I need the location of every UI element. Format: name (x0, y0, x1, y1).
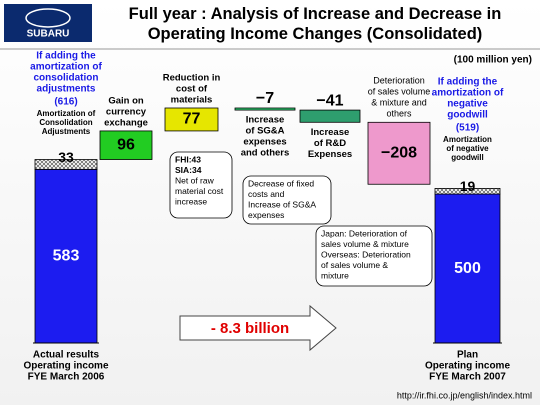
step-label: of R&D (314, 138, 346, 149)
step-label: Expenses (308, 149, 352, 160)
adjustment-bar (34, 159, 98, 170)
note: adjustments (37, 84, 96, 95)
bar-value: 96 (117, 136, 135, 153)
bar-value: −41 (316, 92, 343, 109)
adjustment-label: Adjustments (42, 127, 91, 136)
step-label: Increase (246, 115, 285, 126)
step-label: exchange (104, 117, 148, 128)
step-label: currency (106, 106, 147, 117)
step-label: expenses (243, 137, 286, 148)
bar (367, 121, 431, 185)
bar-value: 500 (454, 260, 481, 277)
bar (299, 109, 361, 123)
bar (434, 193, 501, 344)
callout-text: material cost (175, 186, 224, 196)
note: If adding the (438, 77, 498, 88)
step-label: Gain on (108, 95, 144, 106)
logo-text: SUBARU (27, 29, 70, 40)
callout-text: Decrease of fixed (248, 178, 314, 188)
adjustment-label: Amortization of (37, 109, 96, 118)
adjustment-value: 19 (460, 178, 476, 194)
note: consolidation (34, 73, 99, 84)
bar-value: −7 (256, 90, 274, 107)
callout-text: FHI:43 (175, 154, 201, 164)
callout-text: SIA:34 (175, 165, 202, 175)
logo-emblem (25, 8, 71, 28)
callout-text: expenses (248, 210, 284, 220)
step-label: of SG&A (245, 126, 284, 137)
adjustment-label: goodwill (451, 153, 483, 162)
note: negative (447, 99, 488, 110)
chart-title: Full year : Analysis of Increase and Dec… (128, 5, 502, 43)
step-label: of sales volume (368, 87, 431, 97)
bar-value: −208 (381, 144, 417, 161)
step-label: materials (171, 95, 213, 106)
step-label: cost of (176, 84, 208, 95)
adjustment-label: of negative (446, 144, 489, 153)
category-label: FYE March 2007 (429, 372, 506, 383)
callout-text: Japan: Deterioration of (321, 228, 408, 238)
callout-box (315, 225, 433, 287)
category-label: FYE March 2006 (28, 372, 105, 383)
category-label: Plan (457, 350, 478, 361)
callout-text: increase (175, 196, 207, 206)
bar-value: 583 (53, 247, 80, 264)
adjustment-label: Amortization (443, 135, 492, 144)
step-label: & mixture and (371, 98, 427, 108)
step-label: Reduction in (163, 73, 221, 84)
note: amortization of (30, 62, 102, 73)
bar (234, 107, 296, 111)
note: If adding the (36, 51, 96, 62)
callout-text: costs and (248, 189, 285, 199)
category-label: Operating income (23, 361, 108, 372)
callout-text: Increase of SG&A (248, 199, 316, 209)
callout-text: Overseas: Deterioration (321, 249, 411, 259)
total-label: (616) (54, 97, 77, 108)
category-label: Operating income (425, 361, 510, 372)
bar (164, 107, 219, 132)
callout-text: Net of raw (175, 175, 215, 185)
step-label: and others (241, 148, 290, 159)
step-label: Deterioration (373, 76, 425, 86)
note: goodwill (447, 110, 488, 121)
adjustment-value: 33 (58, 149, 74, 165)
category-label: Actual results (33, 350, 100, 361)
logo-box (4, 4, 92, 42)
bar-value: 77 (183, 111, 201, 128)
adjustment-label: Consolidation (39, 118, 92, 127)
total-label: (519) (456, 123, 479, 134)
url: http://ir.fhi.co.jp/english/index.html (397, 390, 532, 400)
step-label: Increase (311, 127, 350, 138)
callout-text: mixture (321, 270, 349, 280)
callout-box (242, 175, 332, 225)
callout-text: sales volume & mixture (321, 239, 409, 249)
adjustment-bar (434, 188, 501, 195)
unit-label: (100 million yen) (454, 55, 532, 66)
bar (99, 130, 153, 160)
arrow (179, 304, 337, 352)
bar (34, 168, 98, 344)
arrow-label: - 8.3 billion (211, 320, 289, 337)
step-label: others (386, 109, 412, 119)
callout-box (169, 151, 233, 219)
callout-text: of sales volume & (321, 260, 388, 270)
note: amortization of (432, 88, 504, 99)
